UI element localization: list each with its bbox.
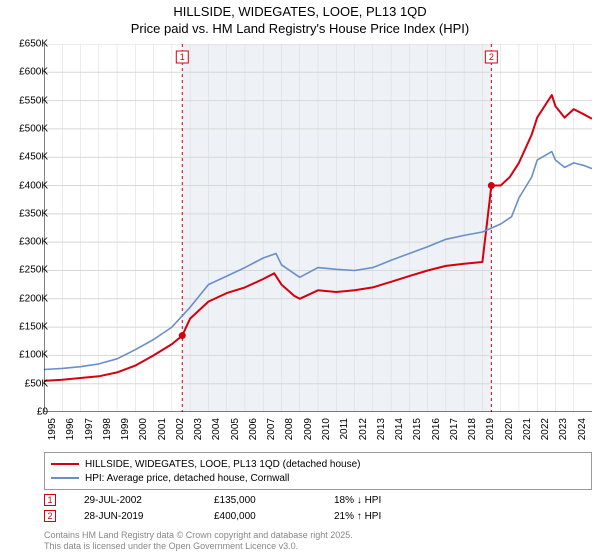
- legend: HILLSIDE, WIDEGATES, LOOE, PL13 1QD (det…: [44, 452, 592, 490]
- y-tick-label: £650K: [8, 39, 48, 50]
- x-tick-label: 2005: [230, 418, 241, 440]
- sale-date-2: 28-JUN-2019: [84, 511, 214, 522]
- x-tick-label: 2004: [211, 418, 222, 440]
- x-tick-label: 1999: [120, 418, 131, 440]
- x-tick-label: 2013: [376, 418, 387, 440]
- y-tick-label: £200K: [8, 293, 48, 304]
- y-tick-label: £150K: [8, 322, 48, 333]
- x-tick-label: 2001: [157, 418, 168, 440]
- x-tick-label: 2011: [339, 418, 350, 440]
- x-tick-label: 2016: [431, 418, 442, 440]
- footnote-line1: Contains HM Land Registry data © Crown c…: [44, 530, 353, 541]
- x-tick-label: 1998: [102, 418, 113, 440]
- legend-item-price-paid: HILLSIDE, WIDEGATES, LOOE, PL13 1QD (det…: [51, 457, 585, 471]
- x-tick-label: 2018: [467, 418, 478, 440]
- x-tick-label: 2014: [394, 418, 405, 440]
- y-tick-label: £250K: [8, 265, 48, 276]
- y-tick-label: £400K: [8, 180, 48, 191]
- x-tick-label: 2010: [321, 418, 332, 440]
- svg-text:2: 2: [489, 52, 494, 62]
- y-tick-label: £450K: [8, 152, 48, 163]
- y-tick-label: £550K: [8, 95, 48, 106]
- x-tick-label: 2020: [504, 418, 515, 440]
- x-tick-label: 1997: [84, 418, 95, 440]
- x-tick-label: 2008: [284, 418, 295, 440]
- sale-price-2: £400,000: [214, 511, 334, 522]
- y-tick-label: £100K: [8, 350, 48, 361]
- y-tick-label: £500K: [8, 123, 48, 134]
- y-tick-label: £350K: [8, 208, 48, 219]
- x-tick-label: 2015: [412, 418, 423, 440]
- x-tick-label: 2024: [577, 418, 588, 440]
- sale-price-1: £135,000: [214, 495, 334, 506]
- svg-text:1: 1: [180, 52, 185, 62]
- x-tick-label: 2012: [358, 418, 369, 440]
- x-tick-label: 2019: [485, 418, 496, 440]
- x-tick-label: 2007: [266, 418, 277, 440]
- legend-swatch-hpi: [51, 477, 79, 479]
- sales-table: 1 29-JUL-2002 £135,000 18% ↓ HPI 2 28-JU…: [44, 492, 592, 524]
- x-tick-label: 2000: [138, 418, 149, 440]
- title-address: HILLSIDE, WIDEGATES, LOOE, PL13 1QD: [0, 4, 600, 21]
- x-tick-label: 2002: [175, 418, 186, 440]
- sale-delta-2: 21% ↑ HPI: [334, 511, 454, 522]
- x-tick-label: 2021: [522, 418, 533, 440]
- x-tick-label: 2009: [303, 418, 314, 440]
- x-tick-label: 2023: [558, 418, 569, 440]
- y-tick-label: £300K: [8, 237, 48, 248]
- x-tick-label: 2022: [540, 418, 551, 440]
- sale-row-2: 2 28-JUN-2019 £400,000 21% ↑ HPI: [44, 508, 592, 524]
- chart-title: HILLSIDE, WIDEGATES, LOOE, PL13 1QD Pric…: [0, 0, 600, 38]
- legend-item-hpi: HPI: Average price, detached house, Corn…: [51, 471, 585, 485]
- footnote-line2: This data is licensed under the Open Gov…: [44, 541, 353, 552]
- chart-svg: 12: [44, 44, 592, 412]
- sale-marker-1: 1: [44, 494, 56, 506]
- y-tick-label: £0: [8, 407, 48, 418]
- sale-marker-2: 2: [44, 510, 56, 522]
- y-tick-label: £600K: [8, 67, 48, 78]
- sale-date-1: 29-JUL-2002: [84, 495, 214, 506]
- legend-label-price-paid: HILLSIDE, WIDEGATES, LOOE, PL13 1QD (det…: [85, 459, 361, 470]
- chart-plot-area: 12: [44, 44, 592, 412]
- sale-delta-1: 18% ↓ HPI: [334, 495, 454, 506]
- x-tick-label: 1995: [47, 418, 58, 440]
- footnote: Contains HM Land Registry data © Crown c…: [44, 530, 353, 553]
- x-tick-label: 2003: [193, 418, 204, 440]
- legend-swatch-price-paid: [51, 463, 79, 465]
- sale-row-1: 1 29-JUL-2002 £135,000 18% ↓ HPI: [44, 492, 592, 508]
- title-subtitle: Price paid vs. HM Land Registry's House …: [0, 21, 600, 38]
- x-tick-label: 1996: [65, 418, 76, 440]
- y-tick-label: £50K: [8, 378, 48, 389]
- x-tick-label: 2017: [449, 418, 460, 440]
- x-tick-label: 2006: [248, 418, 259, 440]
- legend-label-hpi: HPI: Average price, detached house, Corn…: [85, 473, 289, 484]
